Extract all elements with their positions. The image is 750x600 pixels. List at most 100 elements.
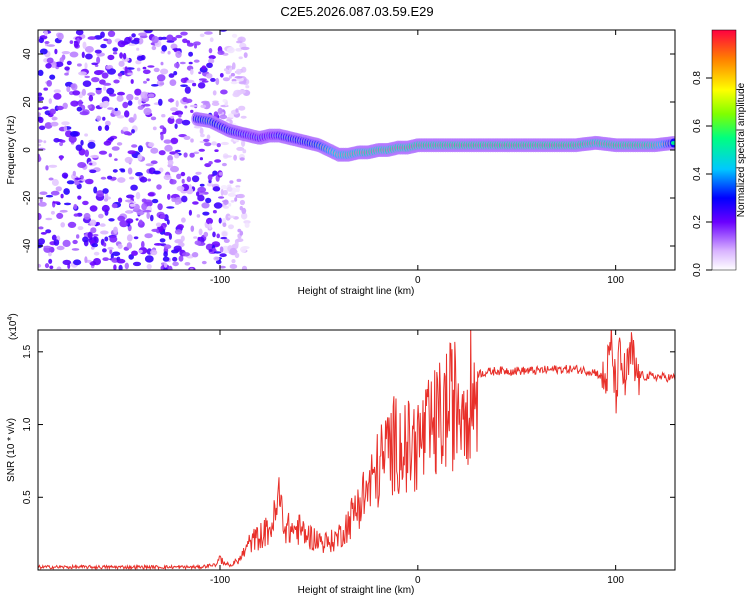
noise-cell [237, 228, 242, 233]
noise-cell [107, 54, 115, 61]
noise-cell [175, 34, 183, 39]
noise-cell [235, 68, 242, 75]
noise-cell [61, 51, 71, 55]
noise-cell [214, 159, 222, 163]
noise-cell [63, 125, 68, 132]
noise-cell [136, 55, 144, 61]
noise-cell [57, 32, 64, 41]
noise-cell [102, 248, 107, 253]
noise-cell [222, 231, 228, 237]
noise-cell [87, 92, 96, 97]
noise-cell [217, 50, 225, 55]
noise-cell [226, 65, 231, 69]
noise-cell [220, 185, 228, 190]
noise-cell [141, 241, 145, 249]
noise-cell [38, 263, 42, 268]
spectrogram-xlabel: Height of straight line (km) [298, 286, 415, 297]
noise-cell [131, 33, 136, 38]
noise-cell [117, 243, 123, 249]
noise-cell [49, 74, 56, 80]
noise-cell [158, 150, 166, 156]
noise-cell [190, 225, 195, 232]
noise-cell [117, 215, 126, 222]
noise-cell [170, 43, 178, 50]
noise-cell [198, 148, 205, 152]
noise-cell [99, 223, 106, 227]
noise-cell [69, 131, 79, 137]
noise-cell [191, 175, 200, 183]
noise-cell [112, 251, 121, 257]
noise-cell [192, 82, 197, 87]
noise-cell [230, 72, 235, 77]
noise-cell [201, 100, 210, 104]
noise-cell [125, 218, 134, 224]
colorbar-tick-label: 0.0 [692, 263, 703, 277]
y-tick-label: 40 [22, 48, 33, 60]
noise-cell [118, 264, 123, 270]
noise-cell [235, 48, 243, 52]
noise-cell [59, 155, 63, 161]
noise-cell [90, 154, 99, 159]
noise-cell [56, 105, 64, 111]
noise-cell [142, 69, 151, 75]
noise-cell [107, 107, 114, 110]
noise-cell [159, 82, 165, 86]
noise-cell [158, 167, 164, 173]
noise-cell [62, 102, 68, 110]
noise-cell [126, 67, 135, 70]
noise-cell [166, 40, 175, 43]
noise-cell [64, 66, 70, 71]
noise-cell [124, 66, 128, 74]
noise-cell [150, 214, 154, 222]
noise-cell [38, 37, 45, 44]
noise-cell [112, 47, 118, 52]
noise-cell [158, 98, 163, 106]
noise-cell [170, 107, 178, 112]
noise-cell [43, 87, 48, 91]
noise-cell [198, 78, 207, 81]
noise-cell [173, 245, 182, 252]
noise-cell [96, 56, 101, 64]
noise-cell [167, 50, 171, 55]
noise-cell [185, 98, 193, 104]
noise-cell [170, 137, 179, 144]
noise-cell [197, 82, 206, 89]
noise-cell [122, 101, 129, 109]
noise-cell [43, 30, 48, 37]
noise-cell [201, 65, 207, 70]
noise-cell [190, 68, 194, 75]
noise-cell [220, 89, 228, 95]
noise-cell [93, 186, 98, 194]
noise-cell [38, 143, 42, 147]
noise-cell [96, 190, 104, 198]
noise-cell [77, 63, 82, 67]
spectrogram-axes: -100 0 100 -40 -20 0 20 40 [22, 30, 675, 286]
noise-cell [213, 256, 220, 261]
noise-cell [75, 30, 84, 36]
noise-cell [181, 119, 191, 126]
noise-cell [238, 81, 247, 85]
noise-cell [113, 109, 121, 117]
noise-cell [104, 192, 109, 199]
noise-cell [234, 76, 243, 79]
noise-cell [181, 217, 186, 223]
noise-cell [156, 184, 162, 190]
noise-cell [168, 265, 173, 270]
noise-cell [171, 112, 179, 116]
noise-cell [152, 126, 157, 131]
noise-cell [126, 234, 133, 242]
noise-cell [69, 51, 79, 58]
noise-cell [43, 245, 51, 249]
noise-cell [210, 77, 216, 82]
noise-cell [144, 233, 153, 239]
noise-cell [63, 188, 70, 195]
noise-cell [193, 59, 200, 63]
noise-cell [234, 252, 240, 259]
noise-cell [71, 248, 80, 251]
noise-cell [97, 125, 102, 131]
noise-cell [129, 176, 135, 180]
noise-cell [89, 205, 98, 212]
x-tick-label: -100 [210, 275, 230, 286]
noise-cell [91, 243, 98, 248]
noise-cell [153, 170, 161, 175]
